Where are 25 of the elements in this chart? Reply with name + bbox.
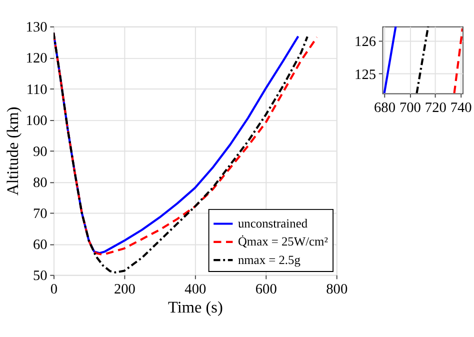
legend-label: nmax = 2.5g xyxy=(238,252,300,267)
y-tick-label: 130 xyxy=(26,20,48,36)
x-tick-label: 800 xyxy=(326,282,348,298)
y-tick-label: 126 xyxy=(354,34,376,50)
x-tick-label: 600 xyxy=(255,282,277,298)
x-tick-label: 720 xyxy=(424,100,446,116)
y-tick-label: 120 xyxy=(26,50,48,67)
x-tick-label: 680 xyxy=(374,100,396,116)
y-tick-label: 80 xyxy=(32,174,48,191)
legend-label: Q̇max = 25W/cm² xyxy=(238,234,328,249)
x-tick-label: 0 xyxy=(50,282,58,298)
x-tick-label: 200 xyxy=(114,282,136,298)
y-tick-label: 50 xyxy=(32,268,48,284)
y-axis-title: Altitude (km) xyxy=(4,106,22,196)
x-axis-title: Time (s) xyxy=(168,298,223,317)
x-tick-label: 740 xyxy=(450,100,472,116)
y-tick-label: 60 xyxy=(32,237,48,254)
legend-label: unconstrained xyxy=(238,216,308,231)
y-tick-label: 110 xyxy=(26,82,48,98)
x-tick-label: 400 xyxy=(184,282,206,298)
y-tick-label: 90 xyxy=(32,144,48,160)
y-tick-label: 70 xyxy=(32,206,48,222)
y-tick-label: 100 xyxy=(26,112,48,129)
y-tick-label: 125 xyxy=(354,66,376,83)
x-tick-label: 700 xyxy=(399,100,421,116)
